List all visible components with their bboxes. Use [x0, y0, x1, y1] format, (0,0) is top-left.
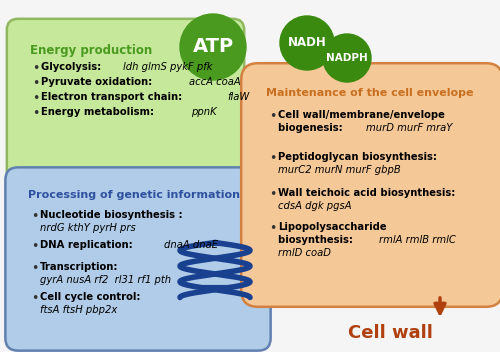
- Text: •: •: [31, 210, 38, 223]
- Text: •: •: [269, 222, 276, 235]
- Text: NADH: NADH: [288, 37, 327, 50]
- FancyBboxPatch shape: [6, 167, 270, 351]
- Text: •: •: [31, 292, 38, 305]
- Text: •: •: [32, 107, 40, 120]
- FancyBboxPatch shape: [7, 19, 244, 181]
- Text: flaW: flaW: [228, 92, 250, 102]
- Circle shape: [323, 34, 371, 82]
- Text: •: •: [31, 262, 38, 275]
- Text: NADPH: NADPH: [326, 53, 368, 63]
- Text: •: •: [31, 240, 38, 253]
- Text: •: •: [32, 92, 40, 105]
- Text: Wall teichoic acid biosynthesis:: Wall teichoic acid biosynthesis:: [278, 188, 456, 198]
- Text: dnaA dnaE: dnaA dnaE: [164, 240, 218, 250]
- Text: Glycolysis:: Glycolysis:: [41, 62, 105, 72]
- Text: murC2 murN murF gbpB: murC2 murN murF gbpB: [278, 165, 401, 175]
- Text: ldh glmS pykF pfk: ldh glmS pykF pfk: [124, 62, 213, 72]
- Text: Peptidoglycan biosynthesis:: Peptidoglycan biosynthesis:: [278, 152, 437, 162]
- Text: ATP: ATP: [192, 38, 234, 57]
- Text: Cell wall/membrane/envelope: Cell wall/membrane/envelope: [278, 110, 445, 120]
- Text: Pyruvate oxidation:: Pyruvate oxidation:: [41, 77, 156, 87]
- Text: Electron transport chain:: Electron transport chain:: [41, 92, 186, 102]
- Text: •: •: [269, 152, 276, 165]
- Text: rmlA rmlB rmlC: rmlA rmlB rmlC: [380, 235, 456, 245]
- Text: •: •: [269, 110, 276, 123]
- Circle shape: [180, 14, 246, 80]
- Text: Cell wall: Cell wall: [348, 324, 432, 342]
- Text: Transcription:: Transcription:: [40, 262, 118, 272]
- Text: Energy production: Energy production: [30, 44, 152, 57]
- Text: Cell cycle control:: Cell cycle control:: [40, 292, 140, 302]
- Text: Energy metabolism:: Energy metabolism:: [41, 107, 158, 117]
- FancyBboxPatch shape: [241, 63, 500, 307]
- Text: nrdG kthY pyrH prs: nrdG kthY pyrH prs: [40, 223, 136, 233]
- Text: accA coaA: accA coaA: [189, 77, 241, 87]
- Text: murD murF mraY: murD murF mraY: [366, 123, 452, 133]
- Text: Maintenance of the cell envelope: Maintenance of the cell envelope: [266, 88, 474, 98]
- Circle shape: [280, 16, 334, 70]
- Text: biogenesis:: biogenesis:: [278, 123, 346, 133]
- Text: cdsA dgk pgsA: cdsA dgk pgsA: [278, 201, 351, 211]
- Text: rmlD coaD: rmlD coaD: [278, 248, 331, 258]
- Text: Processing of genetic information: Processing of genetic information: [28, 190, 240, 200]
- Text: •: •: [269, 188, 276, 201]
- Text: Lipopolysaccharide: Lipopolysaccharide: [278, 222, 386, 232]
- Text: DNA replication:: DNA replication:: [40, 240, 136, 250]
- Text: Nucleotide biosynthesis :: Nucleotide biosynthesis :: [40, 210, 182, 220]
- Text: •: •: [32, 62, 40, 75]
- Text: gyrA nusA rf2  rl31 rf1 pth: gyrA nusA rf2 rl31 rf1 pth: [40, 275, 171, 285]
- Text: ppnK: ppnK: [192, 107, 217, 117]
- Text: biosynthesis:: biosynthesis:: [278, 235, 356, 245]
- Text: •: •: [32, 77, 40, 90]
- Text: ftsA ftsH pbp2x: ftsA ftsH pbp2x: [40, 305, 117, 315]
